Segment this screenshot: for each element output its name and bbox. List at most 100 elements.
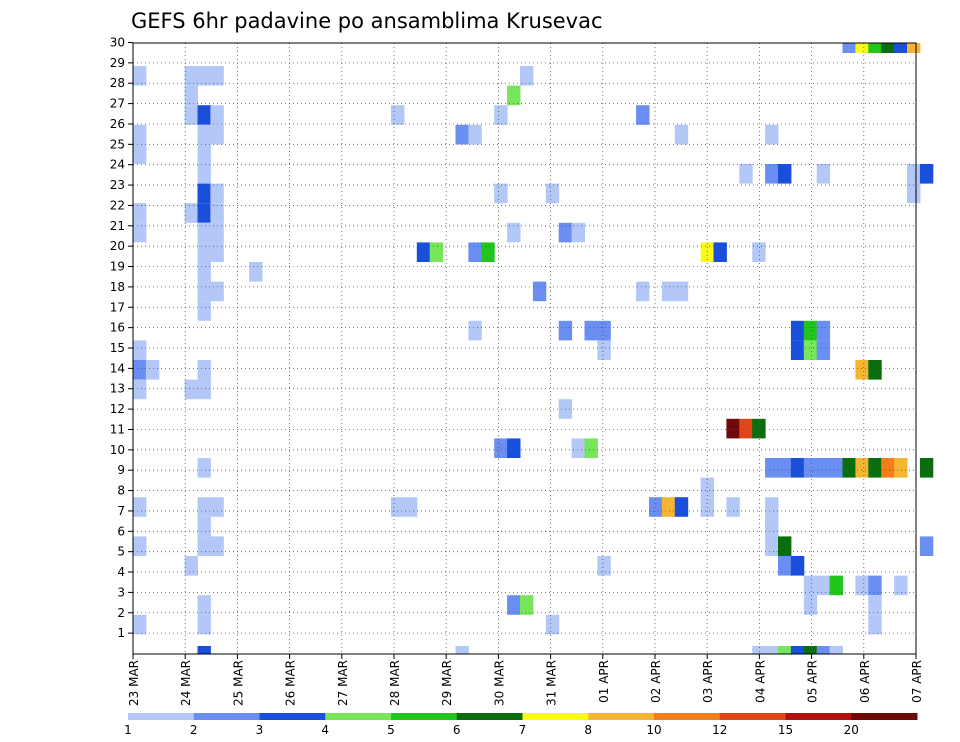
precip-cell xyxy=(584,438,598,458)
precip-cell xyxy=(184,66,198,86)
precip-cell xyxy=(197,458,211,478)
precip-cell xyxy=(197,222,211,243)
precip-cell xyxy=(133,497,147,517)
y-tick-label: 11 xyxy=(110,422,125,436)
y-tick-label: 13 xyxy=(110,382,125,396)
precip-cell xyxy=(416,242,431,262)
precip-cell xyxy=(184,203,198,223)
y-tick-label: 12 xyxy=(110,402,125,416)
precip-cell xyxy=(571,438,585,458)
precip-cell xyxy=(197,242,211,262)
precip-cell xyxy=(197,646,211,654)
precip-cell xyxy=(778,556,792,576)
precip-cell xyxy=(855,43,869,53)
precip-cell xyxy=(842,43,856,53)
precip-cell xyxy=(907,164,921,184)
precip-cell xyxy=(661,497,676,517)
precip-cell xyxy=(765,536,779,556)
precip-cell xyxy=(468,242,482,262)
precip-cell xyxy=(558,320,573,341)
y-tick-label: 28 xyxy=(110,76,125,90)
precip-cell xyxy=(545,614,560,635)
precip-cell xyxy=(184,556,198,576)
legend-label: 20 xyxy=(844,723,859,737)
precip-cell xyxy=(197,144,211,164)
precip-cell xyxy=(816,458,831,478)
precip-cell xyxy=(197,497,211,517)
precip-cell xyxy=(545,183,560,204)
precip-cell xyxy=(197,164,211,184)
precip-cell xyxy=(803,595,818,615)
x-tick-label: 30 MAR xyxy=(492,660,506,706)
grid-layer xyxy=(133,43,916,654)
x-tick-label: 23 MAR xyxy=(127,660,141,706)
precip-cell xyxy=(855,458,869,478)
legend-label: 5 xyxy=(387,723,395,737)
precip-cell xyxy=(197,262,211,282)
precip-cell xyxy=(197,105,211,125)
precip-cell xyxy=(765,164,779,184)
precip-cell xyxy=(894,43,908,53)
precip-cell xyxy=(133,222,147,243)
legend-swatch xyxy=(128,713,195,720)
precip-cell xyxy=(210,281,224,302)
x-tick-label: 03 APR xyxy=(701,660,715,703)
y-tick-label: 26 xyxy=(110,117,125,131)
legend-swatch xyxy=(654,713,721,720)
legend-swatch xyxy=(391,713,458,720)
precip-cell xyxy=(803,575,818,596)
precip-cell xyxy=(507,85,521,106)
precip-cell xyxy=(571,222,585,243)
precip-cell xyxy=(584,320,598,341)
precip-cell xyxy=(868,595,882,615)
precip-cell xyxy=(210,222,224,243)
precip-cell xyxy=(210,242,224,262)
precip-cell xyxy=(778,646,792,654)
precip-cell xyxy=(197,281,211,302)
precip-cell xyxy=(481,242,495,262)
precip-cell xyxy=(520,66,534,86)
precip-cell xyxy=(700,242,714,262)
precip-cell xyxy=(455,646,469,654)
precip-cell xyxy=(778,458,792,478)
y-tick-label: 8 xyxy=(117,484,125,498)
precip-cell xyxy=(197,301,211,321)
legend-label: 4 xyxy=(321,723,329,737)
precip-cell xyxy=(778,164,792,184)
precip-cell xyxy=(649,497,663,517)
precip-cell xyxy=(919,536,934,556)
precip-cell xyxy=(197,360,211,380)
precip-cell xyxy=(816,320,831,341)
precip-cell xyxy=(790,646,805,654)
legend-label: 3 xyxy=(256,723,264,737)
y-tick-label: 16 xyxy=(110,321,125,335)
precip-cell xyxy=(133,124,147,145)
precip-cell xyxy=(868,575,882,596)
precip-cell xyxy=(494,183,508,204)
precip-cell xyxy=(429,242,444,262)
precip-cell xyxy=(636,281,650,302)
precip-cell xyxy=(868,360,882,380)
precip-cell xyxy=(558,222,573,243)
legend-label: 8 xyxy=(584,723,592,737)
precip-cell xyxy=(468,124,482,145)
legend-swatch xyxy=(456,713,523,720)
y-axis-ticks: 1234567891011121314151617181920212223242… xyxy=(110,36,133,640)
precip-cell xyxy=(507,595,521,615)
precip-cell xyxy=(184,85,198,106)
precip-cell xyxy=(507,438,521,458)
precip-cell xyxy=(133,379,147,400)
legend-label: 7 xyxy=(519,723,527,737)
y-tick-label: 3 xyxy=(117,585,125,599)
precip-cell xyxy=(184,379,198,400)
x-tick-label: 27 MAR xyxy=(336,660,350,706)
precip-cell xyxy=(133,614,147,635)
x-tick-label: 02 APR xyxy=(649,660,663,703)
precip-cell xyxy=(907,43,921,53)
precip-cell xyxy=(391,105,405,125)
y-tick-label: 24 xyxy=(110,158,125,172)
precip-cell xyxy=(765,516,779,537)
legend-label: 2 xyxy=(190,723,198,737)
precip-cell xyxy=(210,203,224,223)
